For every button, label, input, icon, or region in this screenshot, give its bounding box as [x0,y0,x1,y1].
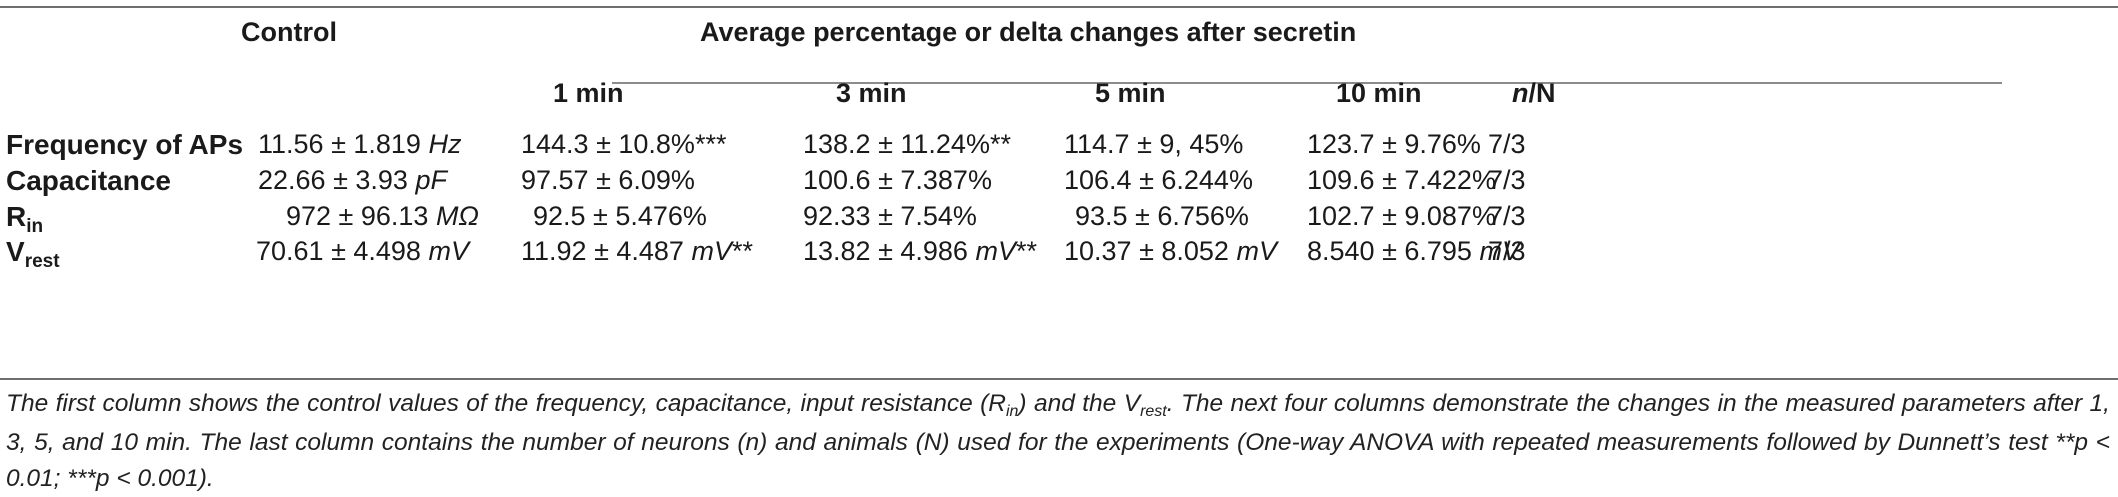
row-rin-3min: 92.33 ± 7.54% [803,201,977,231]
row-rin-5min: 93.5 ± 6.756% [1075,201,1249,231]
row-vrest-control: 70.61 ± 4.498 mV [256,236,469,267]
value: 10.37 ± 8.052 [1064,236,1237,266]
caption-sub-rest: rest [1140,403,1167,420]
row-vrest-10min: 8.540 ± 6.795 mV [1307,236,1520,267]
row-vrest-n: 7/3 [1488,236,1526,266]
control-value: 22.66 ± 3.93 [258,165,416,195]
row-rin-n: 7/3 [1488,201,1526,231]
row-label-vrest: Vrest [6,236,60,272]
n-rest: /N [1528,78,1556,108]
row-vrest-3min: 13.82 ± 4.986 mV** [803,236,1037,267]
rin-sub: in [26,216,44,237]
row-capacitance-10min: 109.6 ± 7.422% [1307,165,1496,195]
unit: mV [1236,236,1277,266]
unit: mV [1479,236,1520,266]
row-frequency-control: 11.56 ± 1.819 Hz [258,129,461,160]
row-capacitance-3min: 100.6 ± 7.387% [803,165,992,195]
table-caption: The first column shows the control value… [6,386,2110,497]
row-capacitance-5min: 106.4 ± 6.244% [1064,165,1253,195]
row-label-rin: Rin [6,201,43,237]
header-control: Control [241,17,337,47]
header-col-3min: 3 min [836,78,907,108]
unit: mV [691,236,732,266]
row-frequency-5min: 114.7 ± 9, 45% [1064,129,1244,159]
control-unit: mV [428,236,469,266]
significance: ** [731,236,753,266]
rin-main: R [6,201,27,232]
group-underline [612,82,2002,84]
n-italic: n [1512,78,1529,108]
unit: mV [975,236,1016,266]
row-frequency-n: 7/3 [1488,129,1526,159]
row-frequency-10min: 123.7 ± 9.76% [1307,129,1481,159]
vrest-main: V [6,236,25,267]
caption-part-3: . The next four columns demonstrate the … [6,390,2110,492]
value: 13.82 ± 4.986 [803,236,976,266]
header-col-n: n/N [1512,78,1556,109]
caption-sub-in: in [1005,403,1019,420]
control-unit: pF [415,165,447,195]
value: 11.92 ± 4.487 [521,236,692,266]
caption-part-1: The first column shows the control value… [6,390,1006,417]
vrest-sub: rest [24,251,60,272]
table-top-rule [0,6,2118,8]
header-col-1min: 1 min [553,78,624,108]
row-rin-10min: 102.7 ± 9.087% [1307,201,1496,231]
row-frequency-1min: 144.3 ± 10.8%*** [521,129,727,159]
row-label-capacitance: Capacitance [6,165,171,196]
row-frequency-3min: 138.2 ± 11.24%** [803,129,1011,159]
header-col-10min: 10 min [1336,78,1422,108]
row-vrest-1min: 11.92 ± 4.487 mV** [521,236,753,267]
row-vrest-5min: 10.37 ± 8.052 mV [1064,236,1277,267]
control-value: 70.61 ± 4.498 [256,236,429,266]
caption-part-2: ) and the V [1018,390,1141,417]
row-capacitance-n: 7/3 [1488,165,1526,195]
row-label-frequency: Frequency of APs [6,129,244,160]
control-unit: MΩ [435,201,479,231]
control-value: 972 ± 96.13 [286,201,436,231]
row-capacitance-1min: 97.57 ± 6.09% [521,165,695,195]
header-group: Average percentage or delta changes afte… [700,17,1357,47]
control-value: 11.56 ± 1.819 [258,129,429,159]
row-rin-control: 972 ± 96.13 MΩ [286,201,479,232]
row-capacitance-control: 22.66 ± 3.93 pF [258,165,447,196]
significance: ** [1015,236,1037,266]
header-col-5min: 5 min [1095,78,1166,108]
table-bottom-rule [0,378,2118,380]
value: 8.540 ± 6.795 [1307,236,1480,266]
row-rin-1min: 92.5 ± 5.476% [533,201,707,231]
control-unit: Hz [428,129,462,159]
